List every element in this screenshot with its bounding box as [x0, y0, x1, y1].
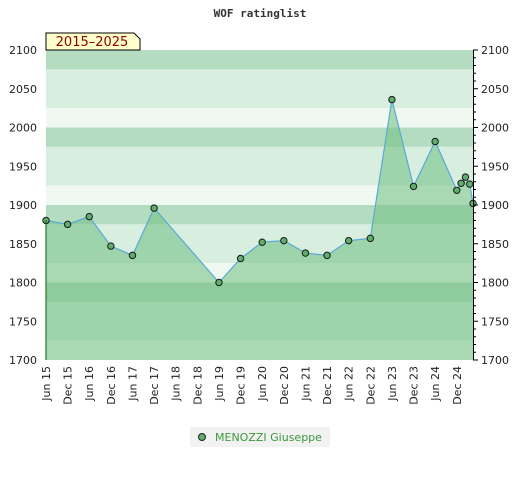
y-tick-label-left: 1900 [9, 199, 37, 212]
data-point [280, 236, 288, 245]
chart-title: WOF ratinglist [214, 7, 307, 20]
data-point [128, 251, 137, 260]
rating-series-line [45, 99, 474, 284]
y-axis-left-labels: 1700 1750 1800 1850 1900 1950 2000 2050 2100 [9, 44, 37, 367]
x-tick-label: Dec 18 [191, 366, 204, 405]
x-axis-labels: Jun 15 Dec 15 Jun 16 Dec 16 Jun 17 Dec 17 Jun … [40, 366, 464, 405]
y-tick-label-left: 1750 [9, 315, 37, 328]
data-point [388, 95, 396, 104]
legend-marker [198, 433, 206, 441]
background-band [46, 88, 473, 109]
y-tick-label-right: 2100 [481, 44, 509, 57]
y-tick-label-left: 1800 [9, 277, 37, 290]
x-tick-label: Dec 20 [278, 366, 291, 405]
y-tick-label-left: 1850 [9, 238, 37, 251]
data-point [457, 179, 465, 188]
x-tick-label: Dec 15 [62, 366, 75, 405]
rating-area [46, 99, 473, 360]
y-tick-label-left: 1950 [9, 160, 37, 173]
data-point [453, 186, 461, 194]
y-axis-right-labels: 1700 1750 1800 1850 1900 1950 2000 2050 2100 [481, 44, 509, 367]
x-tick-label: Dec 23 [408, 366, 421, 405]
y-tick-label-right: 1800 [481, 277, 509, 290]
legend-entry: MENOZZI Giuseppe [215, 431, 322, 444]
data-point [431, 137, 439, 146]
data-point [150, 204, 158, 212]
y-tick-label-left: 1700 [9, 354, 37, 367]
data-point [85, 212, 93, 221]
y-tick-label-left: 2000 [9, 122, 37, 135]
y-tick-label-right: 1700 [481, 354, 509, 367]
x-tick-label: Dec 22 [364, 366, 377, 405]
period-badge: 2015–2025 [45, 32, 141, 51]
background-band [46, 166, 473, 186]
background-band [46, 127, 473, 147]
data-point [236, 254, 245, 263]
data-point [258, 238, 266, 246]
background-band [46, 185, 473, 205]
data-point [409, 182, 418, 191]
x-tick-label: Jun 21 [299, 366, 312, 402]
x-tick-label: Dec 21 [321, 366, 334, 405]
data-point [366, 234, 375, 243]
y-tick-label-left: 2100 [9, 44, 37, 57]
y-tick-label-right: 2050 [481, 83, 509, 96]
x-tick-label: Dec 19 [235, 366, 248, 405]
x-tick-label: Jun 16 [83, 366, 96, 402]
x-tick-label: Jun 20 [256, 366, 269, 402]
data-point [63, 220, 72, 229]
y-tick-label-right: 1850 [481, 238, 509, 251]
y-tick-label-left: 2050 [9, 83, 37, 96]
x-tick-label: Dec 17 [148, 366, 161, 405]
data-point [301, 249, 310, 257]
data-point [344, 236, 353, 245]
y-tick-label-right: 1900 [481, 199, 509, 212]
x-tick-label: Dec 16 [105, 366, 118, 405]
axes [45, 49, 478, 361]
rating-area-fill [46, 99, 473, 360]
data-point [323, 251, 331, 260]
x-tick-label: Jun 24 [429, 366, 442, 402]
background-band [46, 50, 473, 70]
y-tick-label-right: 1950 [481, 160, 509, 173]
x-tick-label: Jun 22 [343, 366, 356, 402]
data-point [107, 242, 115, 250]
data-points [42, 95, 477, 287]
data-point [466, 180, 474, 188]
period-badge-text: 2015–2025 [56, 35, 129, 50]
x-tick-label: Jun 17 [126, 366, 139, 402]
x-tick-label: Jun 15 [40, 366, 53, 402]
x-tick-label: Dec 24 [451, 366, 464, 405]
background-band [46, 146, 473, 167]
x-tick-label: Jun 18 [170, 366, 183, 402]
y-tick-label-right: 2000 [481, 122, 509, 135]
data-point [461, 173, 470, 181]
x-tick-label: Jun 23 [386, 366, 399, 402]
background-band [46, 108, 473, 128]
background-band [46, 69, 473, 89]
legend: MENOZZI Giuseppe [190, 427, 330, 447]
y-tick-label-right: 1750 [481, 315, 509, 328]
x-tick-label: Jun 19 [213, 366, 226, 402]
data-point [215, 278, 223, 287]
rating-line [45, 99, 474, 284]
